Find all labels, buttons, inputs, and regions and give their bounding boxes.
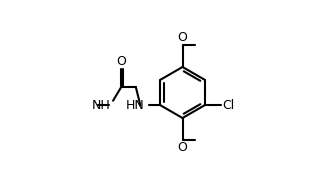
Text: HN: HN: [126, 99, 145, 112]
Text: O: O: [178, 31, 187, 44]
Text: NH: NH: [92, 99, 110, 112]
Text: O: O: [178, 141, 187, 154]
Text: O: O: [116, 55, 126, 68]
Text: Cl: Cl: [222, 99, 234, 112]
